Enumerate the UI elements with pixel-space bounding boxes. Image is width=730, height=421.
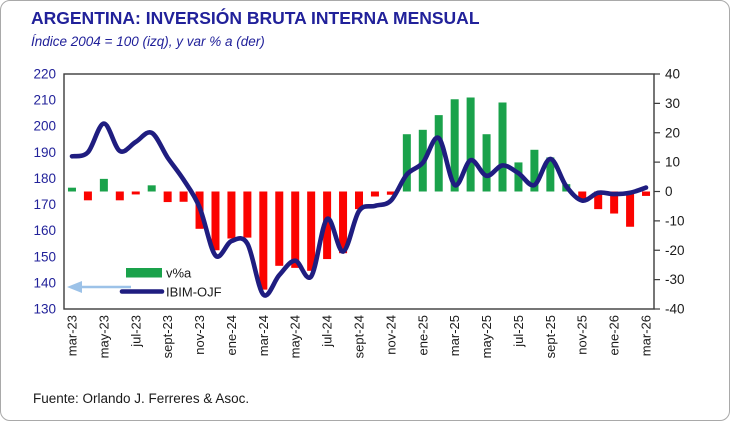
bar-negative [307,191,316,271]
chart-subtitle: Índice 2004 = 100 (izq), y var % a (der) [31,34,265,49]
bar-negative [227,191,236,239]
bar-positive [434,115,443,192]
bar-negative [370,191,379,197]
bar-negative [323,191,332,260]
bar-negative [131,191,140,195]
x-axis-tick-label: sept-25 [543,315,558,358]
bar-negative [578,191,587,201]
left-axis-tick-label: 210 [33,93,56,108]
bar-positive [530,149,539,192]
bar-negative [115,191,124,201]
bar-negative [163,191,172,203]
x-axis-tick-label: sept-24 [352,315,367,358]
bar-series [67,97,651,290]
x-axis-tick-label: jul-24 [320,315,335,348]
x-axis-tick-label: may-23 [96,315,111,358]
bar-positive [67,187,76,192]
bar-positive [514,162,523,192]
index-line [69,121,649,298]
bar-positive [466,97,475,192]
left-axis-tick-label: 220 [33,67,56,82]
x-axis-tick-label: mar-25 [447,315,462,356]
bar-negative [386,191,395,195]
right-axis-tick-label: 30 [665,96,680,111]
right-axis-tick-label: -30 [665,272,685,287]
page-title: ARGENTINA: INVERSIÓN BRUTA INTERNA MENSU… [31,8,480,28]
x-axis-tick-label: jul-23 [128,315,143,348]
right-axis-tick-label: -40 [665,302,685,317]
bar-negative [339,191,348,254]
legend-line-label: IBIM-OJF [166,285,222,300]
bar-negative [243,191,252,238]
source-note: Fuente: Orlando J. Ferreres & Asoc. [33,391,250,406]
left-axis-arrow-icon [67,281,131,293]
bar-negative [291,191,300,268]
x-axis-tick-label: sept-23 [160,315,175,358]
bar-negative [642,191,651,196]
x-axis-tick-label: nov-25 [575,315,590,355]
left-axis-tick-label: 180 [33,171,56,186]
bar-negative [275,191,284,266]
bar-negative [179,191,188,202]
x-axis-tick-label: nov-24 [383,315,398,355]
left-axis-tick-label: 140 [33,275,56,290]
right-axis-tick-label: 0 [665,184,673,199]
bar-negative [626,191,635,227]
legend-bar-swatch [126,268,162,278]
x-axis-tick-label: jul-25 [511,315,526,348]
x-axis-tick-label: ene-26 [607,315,622,355]
left-axis-tick-label: 150 [33,249,56,264]
x-axis-tick-label: mar-26 [639,315,654,356]
right-axis-tick-label: 10 [665,155,680,170]
bar-positive [546,157,555,192]
x-axis-tick-label: mar-23 [64,315,79,356]
left-axis-labels: 220 210 200 190 180 170 160 150 140 130 [33,67,56,317]
x-axis-tick-label: mar-24 [256,315,271,356]
left-axis-tick-label: 190 [33,145,56,160]
bar-negative [355,191,363,210]
x-axis-tick-label: ene-24 [224,315,239,355]
right-axis-tick-label: -10 [665,213,685,228]
bar-negative [259,191,268,290]
right-axis-tick-label: -20 [665,243,685,258]
x-axis-labels: mar-23 may-23 jul-23 sept-23 nov-23 ene-24 mar… [64,315,653,358]
bar-negative [594,191,603,210]
x-axis-tick-label: may-24 [288,315,303,358]
bar-positive [498,102,507,192]
x-axis-tick-label: ene-25 [415,315,430,355]
right-axis-labels: 40 30 20 10 0 -10 -20 -30 -40 [654,67,685,317]
bar-positive [147,185,156,192]
right-axis-tick-label: 40 [665,67,680,82]
chart-area: 220 210 200 190 180 170 160 150 140 130 40 30 20 10 0 -… [1,57,729,396]
bar-negative [83,191,92,201]
bar-positive [99,178,108,192]
chart-canvas: 220 210 200 190 180 170 160 150 140 130 40 30 20 10 0 -… [33,67,685,359]
right-axis-tick-label: 20 [665,125,680,140]
left-axis-tick-label: 130 [33,302,56,317]
legend: v%a IBIM-OJF [119,266,222,300]
left-axis-tick-label: 170 [33,197,56,212]
legend-bar-label: v%a [166,266,192,281]
left-axis-tick-label: 200 [33,119,56,134]
bar-negative [610,191,619,214]
bar-negative [211,191,220,251]
bar-positive [450,99,459,192]
x-axis-tick-label: nov-23 [192,315,207,355]
bar-positive [402,134,411,192]
bar-positive [482,134,491,192]
x-axis-tick-label: may-25 [479,315,494,358]
left-axis-tick-label: 160 [33,223,56,238]
